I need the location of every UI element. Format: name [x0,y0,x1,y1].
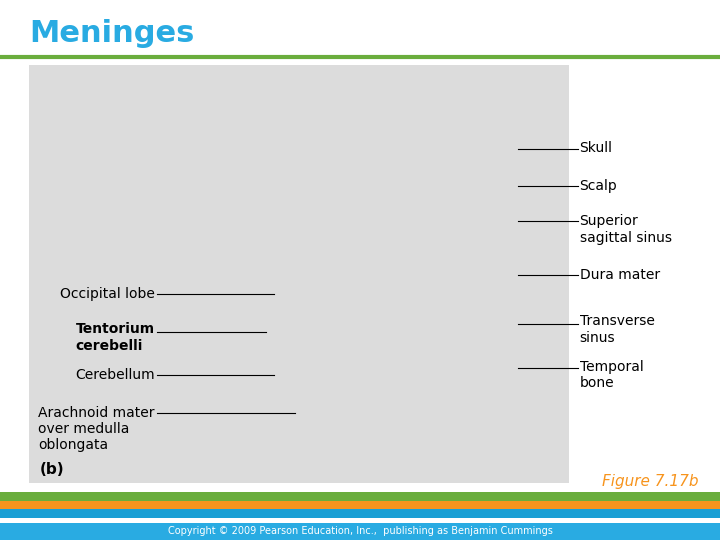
Text: Dura mater: Dura mater [580,268,660,282]
Text: Copyright © 2009 Pearson Education, Inc.,  publishing as Benjamin Cummings: Copyright © 2009 Pearson Education, Inc.… [168,526,552,536]
Text: Cerebellum: Cerebellum [75,368,155,382]
Text: Figure 7.17b: Figure 7.17b [602,474,698,489]
Text: Scalp: Scalp [580,179,617,193]
Text: Tentorium
cerebelli: Tentorium cerebelli [76,322,155,353]
Text: Temporal
bone: Temporal bone [580,360,644,390]
Bar [0,523,720,540]
Bar [0,501,720,509]
Bar [29,65,569,483]
Bar [0,509,720,518]
Text: Arachnoid mater
over medulla
oblongata: Arachnoid mater over medulla oblongata [38,406,155,453]
Text: Occipital lobe: Occipital lobe [60,287,155,301]
Bar [0,492,720,501]
Text: Skull: Skull [580,141,613,156]
Text: (b): (b) [40,462,64,477]
Text: Transverse
sinus: Transverse sinus [580,314,654,345]
Text: Meninges: Meninges [29,19,194,48]
Bar [0,518,720,523]
Text: Superior
sagittal sinus: Superior sagittal sinus [580,214,672,245]
